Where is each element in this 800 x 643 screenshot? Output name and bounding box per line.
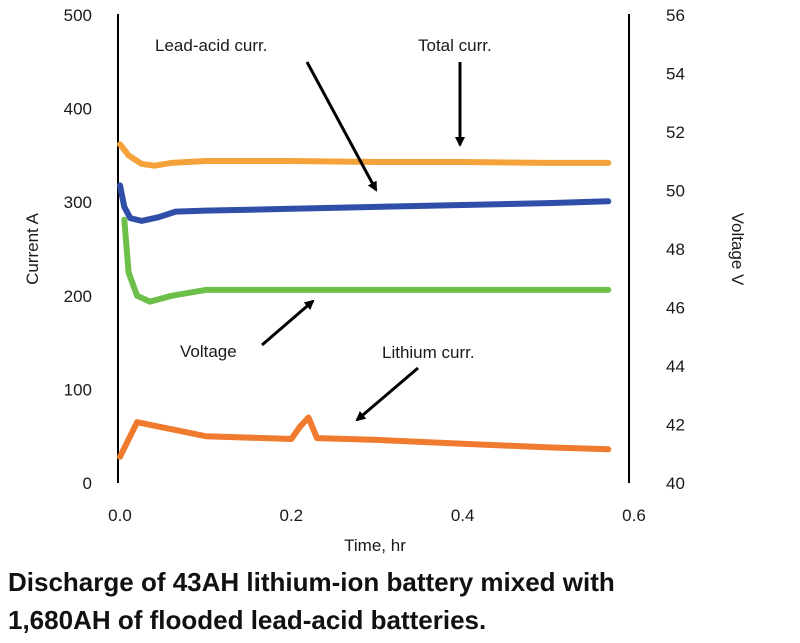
annotation-voltage-arrow bbox=[261, 299, 315, 347]
y-left-tick-label: 0 bbox=[83, 474, 92, 493]
annotation-lead-acid-arrow bbox=[305, 61, 378, 192]
x-tick-label: 0.4 bbox=[451, 506, 475, 525]
y-left-tick-label: 400 bbox=[64, 100, 92, 119]
x-tick-label: 0.0 bbox=[108, 506, 132, 525]
x-tick-label: 0.6 bbox=[622, 506, 646, 525]
y-axis-left-title: Current A bbox=[23, 212, 42, 284]
y-right-tick-label: 54 bbox=[666, 65, 685, 84]
y-right-tick-label: 46 bbox=[666, 299, 685, 318]
annotation-voltage-label: Voltage bbox=[180, 342, 237, 361]
y-right-tick-label: 50 bbox=[666, 182, 685, 201]
y-left-tick-label: 500 bbox=[64, 6, 92, 25]
series-line-voltage bbox=[121, 216, 612, 305]
x-axis-title: Time, hr bbox=[344, 536, 406, 555]
y-right-tick-label: 48 bbox=[666, 240, 685, 259]
y-right-tick-label: 42 bbox=[666, 416, 685, 435]
series-line-lead-acid-curr bbox=[117, 182, 612, 224]
y-right-tick-label: 52 bbox=[666, 123, 685, 142]
y-left-tick-label: 300 bbox=[64, 193, 92, 212]
series-line-lithium-curr bbox=[117, 414, 612, 460]
y-left-tick-label: 100 bbox=[64, 380, 92, 399]
annotation-total-label: Total curr. bbox=[418, 36, 492, 55]
figure-caption: Discharge of 43AH lithium-ion battery mi… bbox=[8, 563, 798, 639]
y-right-tick-label: 40 bbox=[666, 474, 685, 493]
series-line-total-curr bbox=[117, 141, 612, 169]
caption-line-1: Discharge of 43AH lithium-ion battery mi… bbox=[8, 567, 615, 597]
annotation-lead-acid-label: Lead-acid curr. bbox=[155, 36, 267, 55]
x-tick-label: 0.2 bbox=[280, 506, 304, 525]
annotation-lithium-arrow bbox=[355, 366, 419, 422]
y-left-tick-label: 200 bbox=[64, 287, 92, 306]
caption-line-2: 1,680AH of flooded lead-acid batteries. bbox=[8, 605, 487, 635]
line-chart: 0 100 200 300 400 500 40 42 44 46 48 50 52 54 56 0.0 0… bbox=[23, 6, 747, 555]
y-right-tick-label: 56 bbox=[666, 6, 685, 25]
y-right-tick-label: 44 bbox=[666, 357, 685, 376]
y-axis-right-title: Voltage V bbox=[728, 213, 747, 286]
annotation-lithium-label: Lithium curr. bbox=[382, 343, 475, 362]
